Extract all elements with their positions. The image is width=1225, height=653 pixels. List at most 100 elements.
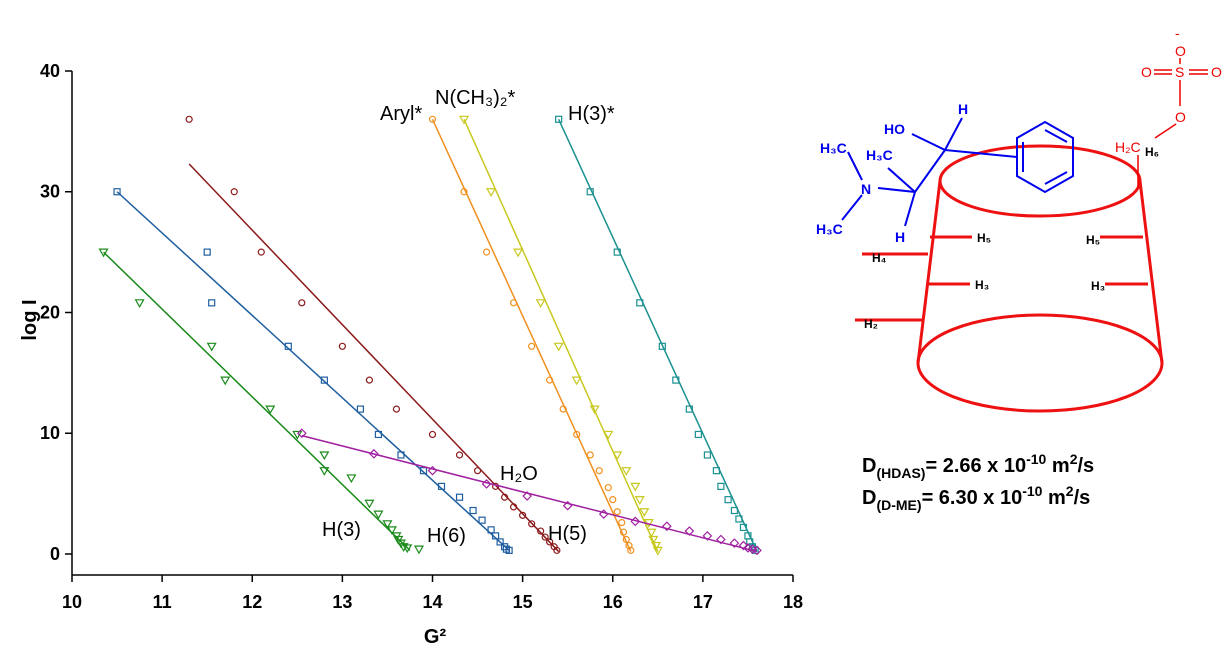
point <box>374 430 383 439</box>
point <box>571 376 582 386</box>
x-tick-label: 15 <box>513 592 533 612</box>
atom-label: H₃C <box>866 147 893 163</box>
bond <box>887 167 916 193</box>
point <box>482 248 491 256</box>
point <box>365 376 374 384</box>
point <box>573 430 581 439</box>
point <box>613 508 621 516</box>
x-tick-label: 13 <box>332 592 352 612</box>
point <box>203 248 211 256</box>
point <box>703 451 711 459</box>
point <box>586 451 594 459</box>
point <box>618 518 626 527</box>
x-tick-label: 10 <box>62 592 82 612</box>
text-part: m <box>1042 487 1065 509</box>
point <box>684 526 695 536</box>
text-part: D <box>862 487 876 509</box>
point <box>735 515 743 523</box>
text-part: -10 <box>1026 451 1046 467</box>
atom-label: H₆ <box>1145 145 1159 159</box>
fit-line <box>116 191 510 551</box>
y-axis-label: log I <box>19 299 41 340</box>
point <box>685 405 693 413</box>
ring-label: H₄ <box>872 251 887 265</box>
bond <box>841 194 863 221</box>
point <box>586 188 594 196</box>
bond <box>944 149 1018 158</box>
atom-label: - <box>1175 25 1180 41</box>
point <box>455 493 464 501</box>
point <box>559 405 567 413</box>
point <box>609 496 617 504</box>
bond <box>1044 171 1068 185</box>
point <box>658 342 666 350</box>
text-part: (HDAS) <box>876 465 925 481</box>
point <box>501 493 509 501</box>
point <box>661 521 672 532</box>
series-label: H(3)* <box>568 103 615 125</box>
point <box>220 376 231 386</box>
point <box>619 528 628 536</box>
point <box>265 405 276 415</box>
point <box>397 451 405 459</box>
point <box>546 376 554 384</box>
point <box>553 342 564 352</box>
point <box>491 532 500 540</box>
y-tick-label: 30 <box>40 182 60 202</box>
point <box>730 506 739 515</box>
ring-label: H₃ <box>1091 279 1105 293</box>
text-part: = 2.66 x 10 <box>925 455 1026 477</box>
point <box>427 465 438 476</box>
point <box>113 188 121 196</box>
atom-label: O <box>1141 64 1152 80</box>
point <box>298 299 306 307</box>
atom-label: O <box>1175 109 1186 125</box>
bond <box>877 187 916 193</box>
point <box>437 482 446 490</box>
point <box>373 510 384 520</box>
atom-label: H <box>958 101 968 117</box>
point <box>613 248 621 256</box>
bond <box>914 149 946 193</box>
point <box>630 482 641 492</box>
point <box>496 538 504 546</box>
x-tick-label: 11 <box>153 592 172 612</box>
text-part: m <box>1046 455 1069 477</box>
atom-label: HO <box>884 121 905 137</box>
point <box>702 531 713 541</box>
point <box>284 342 292 350</box>
point <box>478 516 486 524</box>
series-label: H(5) <box>548 523 587 545</box>
diffusion-coefficient: D(HDAS)= 2.66 x 10-10 m2/s <box>862 451 1094 481</box>
x-tick-label: 12 <box>242 592 262 612</box>
point <box>505 546 513 554</box>
y-tick-label: 20 <box>40 302 60 322</box>
y-tick-label: 40 <box>40 61 60 81</box>
point <box>724 496 732 504</box>
bond <box>944 117 963 151</box>
atom-label: O <box>1175 43 1186 59</box>
text-part: /s <box>1077 455 1094 477</box>
point <box>319 451 330 461</box>
ring-label: H₂ <box>864 317 878 331</box>
cone-side <box>1138 180 1164 364</box>
bond <box>1154 123 1177 139</box>
point <box>460 188 468 196</box>
point <box>636 299 644 307</box>
point <box>413 545 425 555</box>
point <box>473 467 482 475</box>
point <box>738 540 749 551</box>
point <box>603 430 614 440</box>
x-tick-label: 14 <box>422 592 442 612</box>
point <box>459 115 470 125</box>
molecule-diagram: H₃C H₃C N H₃C HO H H - O S O O O H₂C H₆ … <box>816 25 1222 413</box>
text-part: -10 <box>1022 483 1042 499</box>
atom-label: O <box>1211 64 1222 80</box>
point <box>382 520 393 530</box>
point <box>621 467 632 476</box>
point <box>419 467 428 475</box>
point <box>639 508 650 517</box>
point <box>595 467 603 475</box>
point <box>694 430 702 439</box>
